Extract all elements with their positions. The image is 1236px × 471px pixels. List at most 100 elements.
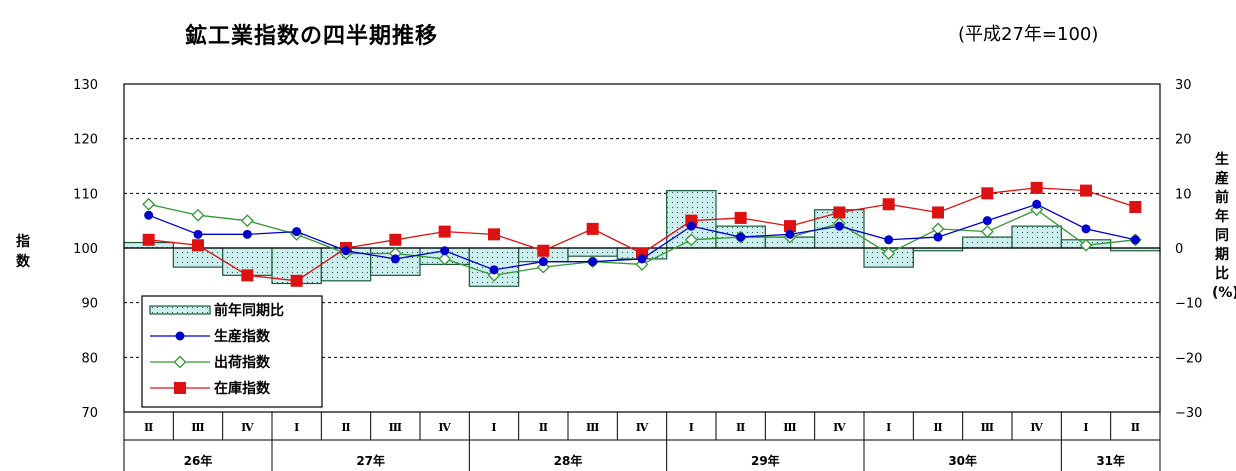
data-point — [193, 229, 203, 239]
quarter-label: Ⅲ — [981, 421, 994, 434]
year-label: 27年 — [356, 453, 385, 468]
quarter-label: Ⅲ — [191, 421, 204, 434]
data-point — [833, 206, 846, 219]
quarter-label: Ⅳ — [241, 421, 254, 434]
data-point — [191, 208, 205, 222]
data-point — [537, 244, 550, 257]
legend-swatch-bar — [149, 305, 211, 315]
data-point — [834, 221, 844, 231]
data-point — [142, 197, 156, 211]
data-point — [488, 228, 500, 241]
data-point — [144, 210, 154, 220]
quarter-label: Ⅱ — [144, 421, 153, 434]
quarter-label: Ⅲ — [783, 421, 796, 434]
right-axis-label: 生産前年同期比(%) — [1212, 152, 1236, 301]
data-point — [784, 220, 796, 233]
data-point — [882, 198, 895, 211]
right-tick-label: 0 — [1175, 242, 1183, 257]
data-point — [884, 235, 894, 245]
data-point — [1080, 184, 1092, 197]
quarter-label: Ⅲ — [389, 421, 402, 434]
data-point — [586, 222, 599, 235]
quarter-label: Ⅳ — [833, 421, 846, 434]
data-point — [882, 247, 896, 260]
data-point — [785, 229, 795, 239]
data-point — [588, 257, 598, 267]
quarter-label: Ⅰ — [1083, 421, 1088, 434]
legend-label: 生産指数 — [214, 328, 271, 345]
quarter-label: Ⅱ — [1131, 421, 1140, 434]
quarter-label: Ⅳ — [1030, 421, 1043, 434]
legend-marker — [175, 331, 185, 341]
data-point — [192, 239, 204, 252]
data-point — [1081, 224, 1091, 234]
year-label: 28年 — [554, 453, 583, 468]
bar-yoy — [1011, 225, 1062, 249]
quarter-label: Ⅰ — [689, 421, 694, 434]
left-tick-label: 100 — [73, 242, 98, 257]
quarter-label: Ⅰ — [491, 421, 496, 434]
data-point — [1079, 238, 1093, 252]
data-point — [982, 216, 992, 226]
legend-label: 前年同期比 — [214, 302, 284, 319]
data-point — [1032, 199, 1042, 209]
right-tick-label: 10 — [1175, 187, 1192, 202]
data-point — [142, 233, 155, 246]
quarter-label: Ⅰ — [886, 421, 891, 434]
chart-title: 鉱工業指数の四半期推移 — [185, 24, 439, 49]
data-point — [981, 187, 994, 200]
right-tick-label: 20 — [1175, 133, 1192, 148]
left-tick-label: 120 — [73, 133, 98, 148]
data-point — [438, 225, 451, 238]
left-axis-label: 指数 — [16, 234, 30, 270]
data-point — [684, 233, 698, 247]
data-point — [637, 254, 647, 264]
data-point — [241, 269, 254, 282]
data-point — [489, 265, 499, 275]
data-point — [1030, 181, 1043, 194]
base-year-note: (平成27年=100) — [958, 24, 1099, 45]
left-tick-label: 70 — [81, 406, 98, 421]
data-point — [292, 227, 302, 237]
data-point — [440, 246, 450, 256]
data-point — [932, 206, 944, 219]
quarter-label: Ⅱ — [736, 421, 745, 434]
quarter-label: Ⅰ — [294, 421, 299, 434]
left-tick-label: 80 — [81, 351, 98, 366]
data-point — [933, 232, 943, 242]
year-label: 26年 — [184, 453, 213, 468]
left-tick-label: 90 — [81, 297, 98, 312]
plot-frame — [123, 83, 1161, 413]
left-tick-label: 130 — [73, 78, 98, 93]
legend-label: 出荷指数 — [214, 354, 271, 371]
year-label: 31年 — [1096, 453, 1125, 468]
quarter-label: Ⅳ — [438, 421, 451, 434]
data-point — [538, 257, 548, 267]
data-point — [290, 274, 303, 287]
data-point — [389, 233, 402, 246]
data-point — [1129, 201, 1142, 213]
quarter-label: Ⅱ — [341, 421, 350, 434]
data-point — [242, 229, 252, 239]
data-point — [1130, 235, 1140, 245]
right-tick-label: −30 — [1175, 406, 1202, 421]
bar-yoy — [962, 236, 1013, 249]
data-point — [438, 252, 452, 266]
year-label: 30年 — [948, 453, 977, 468]
left-tick-label: 110 — [73, 187, 98, 202]
data-point — [686, 221, 696, 231]
data-point — [734, 211, 747, 224]
data-point — [736, 232, 746, 242]
data-point — [240, 214, 254, 228]
legend-marker — [174, 382, 186, 394]
data-point — [341, 246, 351, 256]
legend-label: 在庫指数 — [214, 380, 271, 397]
right-tick-label: 30 — [1175, 78, 1192, 93]
quarter-label: Ⅱ — [933, 421, 942, 434]
right-tick-label: −10 — [1175, 297, 1202, 312]
quarter-label: Ⅲ — [586, 421, 599, 434]
legend-marker — [173, 355, 187, 369]
quarter-label: Ⅱ — [539, 421, 548, 434]
year-label: 29年 — [751, 453, 780, 468]
